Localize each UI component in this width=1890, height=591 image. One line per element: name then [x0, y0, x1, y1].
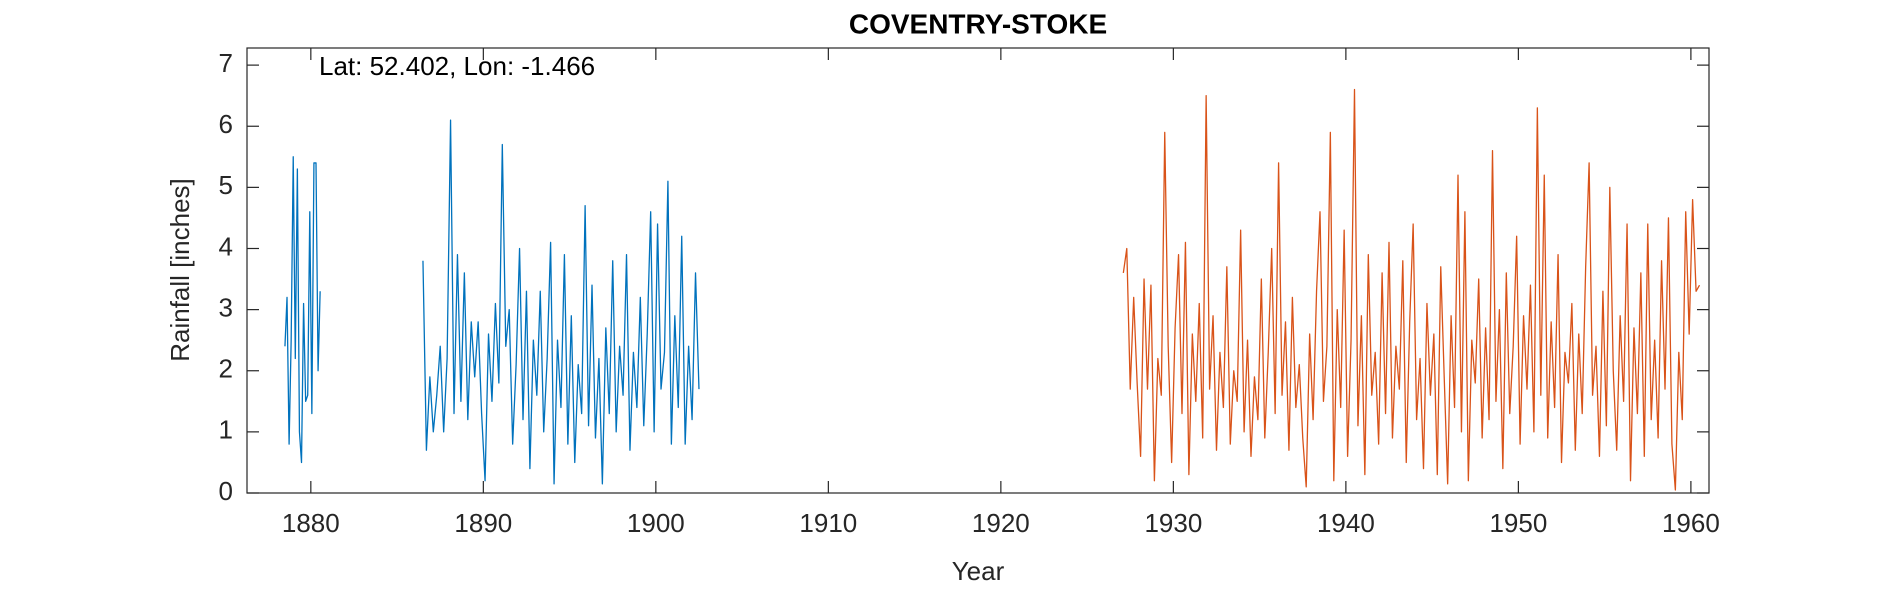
x-tick-label: 1910	[799, 508, 857, 538]
y-tick-label: 0	[219, 476, 233, 506]
y-tick-label: 6	[219, 109, 233, 139]
chart-title: COVENTRY-STOKE	[849, 8, 1107, 39]
data-line	[284, 119, 700, 485]
x-tick-label: 1940	[1317, 508, 1375, 538]
x-tick-label: 1930	[1144, 508, 1202, 538]
y-axis-label: Rainfall [inches]	[165, 178, 195, 362]
y-tick-label: 2	[219, 354, 233, 384]
plot-frame	[246, 47, 1710, 494]
x-tick-label: 1890	[454, 508, 512, 538]
x-axis-label: Year	[952, 556, 1005, 586]
x-tick-label: 1900	[627, 508, 685, 538]
annotation: Lat: 52.402, Lon: -1.466	[319, 51, 595, 81]
x-tick-label: 1950	[1489, 508, 1547, 538]
y-tick-label: 4	[219, 231, 233, 261]
data-line	[1122, 88, 1701, 491]
y-tick-label: 1	[219, 415, 233, 445]
x-tick-label: 1880	[282, 508, 340, 538]
x-tick-label: 1960	[1662, 508, 1720, 538]
y-tick-label: 7	[219, 48, 233, 78]
x-tick-label: 1920	[972, 508, 1030, 538]
y-tick-label: 3	[219, 292, 233, 322]
y-tick-label: 5	[219, 170, 233, 200]
